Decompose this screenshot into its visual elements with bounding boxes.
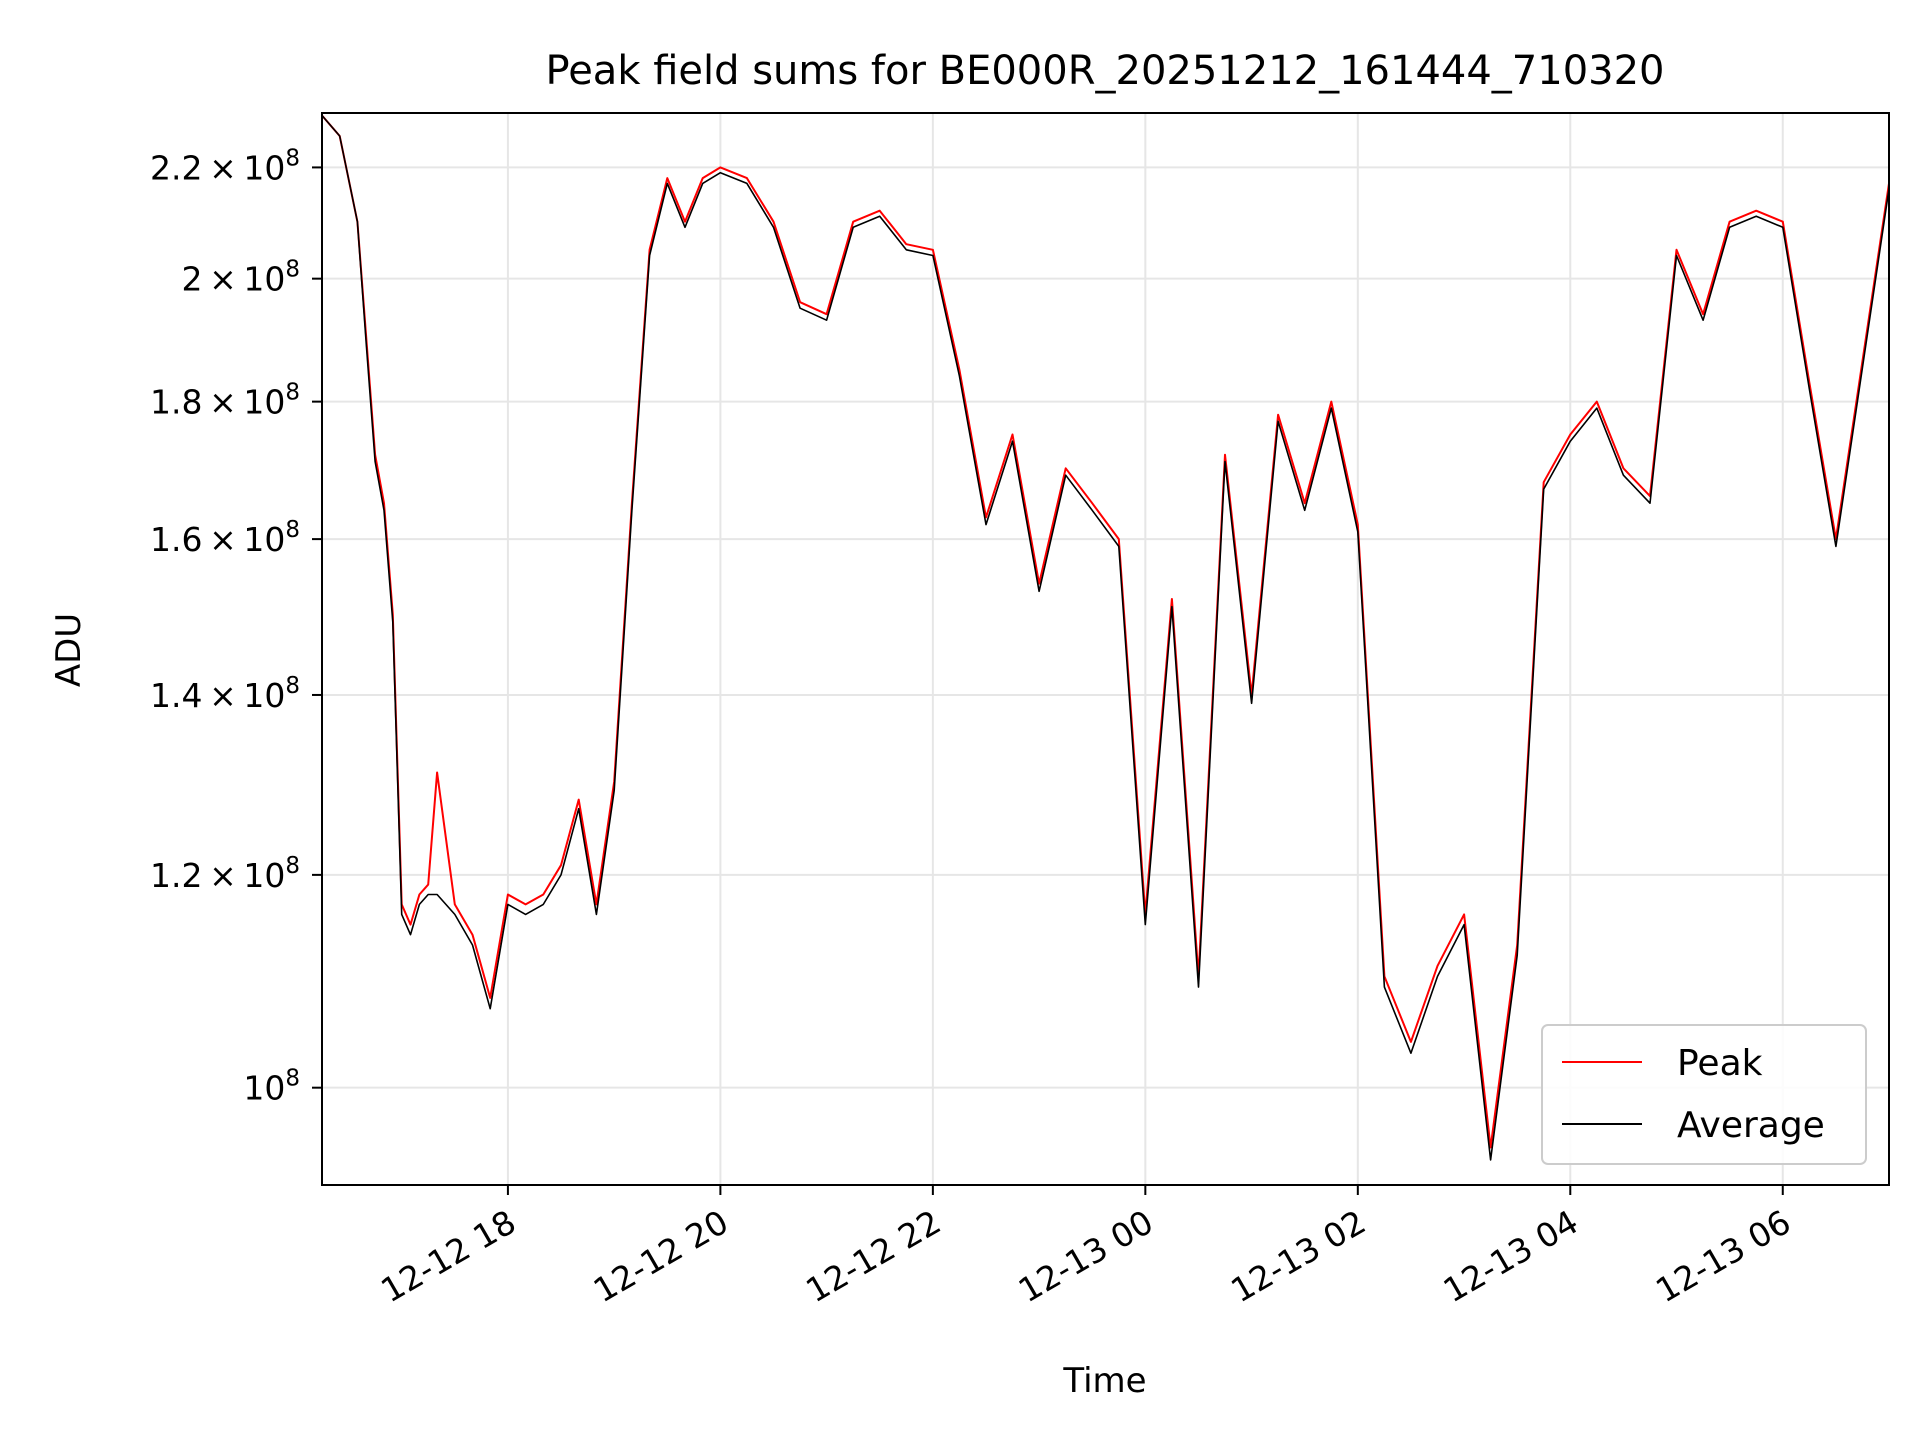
legend: Peak Average: [1541, 1024, 1867, 1165]
x-axis-label: Time: [1062, 1361, 1146, 1401]
y-axis-ticks: 108 1.2 × 108 1.4 × 108 1.6 × 108 1.8 × 108 2…: [150, 145, 322, 1108]
y-tick-label: 108: [243, 1066, 300, 1108]
y-axis-label: ADU: [49, 613, 89, 687]
plot-layer: [321, 114, 1890, 1161]
y-tick-label: 1.4 × 108: [150, 673, 300, 715]
plot-frame: [321, 112, 1890, 1186]
grid-layer: [322, 113, 1889, 1185]
chart-title: Peak field sums for BE000R_20251212_1614…: [546, 48, 1665, 94]
y-tick-label: 1.8 × 108: [150, 380, 300, 422]
y-tick-label: 1.6 × 108: [150, 517, 300, 559]
series-line-peak: [321, 114, 1890, 1149]
y-tick-label: 2.2 × 108: [150, 145, 300, 187]
y-tick-label: 1.2 × 108: [150, 853, 300, 895]
series-line-average: [321, 114, 1890, 1161]
legend-box: [1541, 1024, 1867, 1165]
legend-average-label: Average: [1677, 1105, 1825, 1146]
legend-peak-label: Peak: [1677, 1043, 1763, 1084]
y-tick-label: 2 × 108: [182, 257, 300, 299]
